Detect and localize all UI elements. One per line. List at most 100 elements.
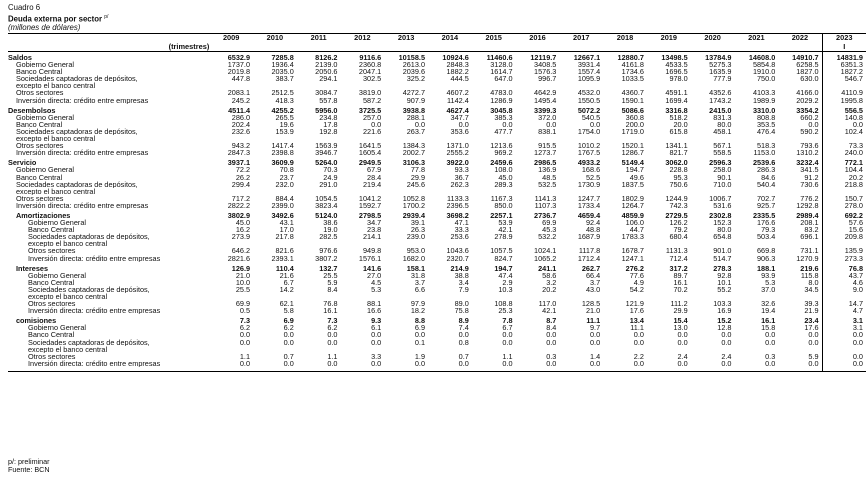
table-cell: 263.7 <box>406 127 426 136</box>
table-header: Cuadro 6 Deuda externa por sector p/ (mi… <box>8 3 108 32</box>
section-total-cell: 11.1 <box>586 317 601 325</box>
table-cell: 669.8 <box>757 247 776 255</box>
section-row: comisiones 7.3 6.9 7.3 9.3 8.8 8.9 7.8 8.7 11.1 13… <box>8 317 866 325</box>
table-cell <box>384 188 428 195</box>
table-cell: 1141.3 <box>534 194 557 202</box>
table-cell: 1605.4 <box>358 149 382 157</box>
section-total-cell: 2539.6 <box>752 159 776 167</box>
table-cell: 5.3 <box>371 285 382 293</box>
table-cell: 3128.0 <box>490 61 513 69</box>
table-cell <box>778 240 822 247</box>
section-total-cell: 2989.4 <box>796 211 819 220</box>
table-row: Inversión directa: crédito entre empresa… <box>8 307 866 315</box>
table-cell: 19.6 <box>279 120 294 128</box>
table-cell: 0.0 <box>502 120 513 128</box>
section-total-cell: 2986.5 <box>534 159 557 167</box>
section-total-cell: 12119.7 <box>530 54 557 62</box>
table-cell: 976.6 <box>319 247 338 255</box>
row-label: Banco Central <box>16 173 63 181</box>
table-cell: 458.1 <box>713 127 732 136</box>
table-cell: 1557.4 <box>577 68 601 76</box>
table-cell <box>253 188 297 195</box>
table-cell: 52.5 <box>585 173 601 181</box>
section-total-cell: 3106.3 <box>402 159 426 167</box>
table-cell: 750.6 <box>669 180 688 188</box>
table-cell: 45.0 <box>235 219 251 227</box>
table-cell: 3823.4 <box>315 201 338 209</box>
table-cell: 0.0 <box>546 120 557 128</box>
table-cell: 0.0 <box>589 359 601 367</box>
table-cell: 70.8 <box>279 166 294 174</box>
table-cell: 5.9 <box>808 352 819 360</box>
table-cell: 978.0 <box>669 75 688 83</box>
source-note: Fuente: BCN <box>8 465 50 475</box>
table-cell: 1052.8 <box>402 194 426 202</box>
table-cell: 93.9 <box>761 271 776 279</box>
table-row: Banco Central 10.0 6.7 5.9 4.5 3.7 3.4 2.9 3.2 3.… <box>8 278 866 286</box>
table-cell: 2399.0 <box>271 201 294 209</box>
table-cell <box>341 135 385 142</box>
table-cell: 6.9 <box>414 324 426 332</box>
table-cell <box>472 346 516 353</box>
section-total-cell: 3062.0 <box>665 159 688 167</box>
table-cell: 0.0 <box>821 331 866 339</box>
spacer-row <box>8 261 866 265</box>
table-cell: 26.2 <box>235 173 251 181</box>
table-cell: 45.0 <box>498 173 513 181</box>
table-row: Banco Central 2019.8 2035.0 2050.6 2047.1 203… <box>8 68 866 76</box>
row-label: Otros sectores <box>16 89 64 97</box>
table-cell: 4.9 <box>633 278 644 286</box>
table-cell: 906.3 <box>757 254 776 262</box>
section-total-cell: 7285.8 <box>271 54 294 62</box>
table-cell: 1310.2 <box>796 149 819 157</box>
table-cell: 103.3 <box>713 300 732 308</box>
row-label: Banco Central <box>16 120 63 128</box>
table-cell <box>428 293 472 300</box>
row-label: Inversión directa: crédito entre empresa… <box>28 254 161 262</box>
table-cell: 717.2 <box>231 194 251 202</box>
table-cell: 6258.5 <box>796 61 819 69</box>
quarter-header <box>603 42 647 52</box>
table-cell: 1.1 <box>502 352 513 360</box>
section-total-cell: 7.3 <box>239 317 251 325</box>
table-cell: 1.1 <box>239 352 251 360</box>
table-cell: 730.6 <box>800 180 819 188</box>
section-total-cell: 8.7 <box>546 317 557 325</box>
table-cell <box>472 293 516 300</box>
table-footer: p/: preliminar Fuente: BCN <box>8 457 50 475</box>
table-cell: 228.8 <box>669 166 688 174</box>
table-row: Banco Central 202.4 19.6 17.8 0.0 0.0 0.0 0.0 0.… <box>8 120 866 128</box>
table-cell: 3084.7 <box>315 89 338 97</box>
table-cell: 239.0 <box>406 233 426 241</box>
section-total-cell: 2335.5 <box>752 211 776 220</box>
table-cell: 286.0 <box>231 113 251 121</box>
row-label: Gobierno General <box>28 219 87 227</box>
table-cell <box>559 82 603 89</box>
table-cell: 4533.5 <box>665 61 688 69</box>
quarter-header <box>646 42 691 52</box>
rule-cell <box>340 366 385 372</box>
table-cell: 262.3 <box>450 180 469 188</box>
table-cell: 0.7 <box>283 352 294 360</box>
table-cell: 73.3 <box>821 142 866 150</box>
table-cell: 1682.0 <box>402 254 426 262</box>
row-label: Otros sectores <box>16 142 64 150</box>
section-total-cell: 3698.2 <box>446 211 469 220</box>
table-cell: 1614.7 <box>490 68 513 76</box>
table-row: Sociedades captadoras de depósitos, 299.4… <box>8 180 866 188</box>
table-cell: 102.4 <box>821 127 866 136</box>
table-cell <box>297 293 341 300</box>
table-cell: 15.8 <box>761 324 776 332</box>
section-total-cell: 3354.2 <box>796 106 819 114</box>
rule-cell <box>253 366 297 372</box>
row-label: Inversión directa: crédito entre empresa… <box>16 201 149 209</box>
table-cell <box>384 82 428 89</box>
table-cell: 83.2 <box>804 226 819 234</box>
table-cell: 996.7 <box>538 75 557 83</box>
table-cell: 1043.6 <box>446 247 469 255</box>
table-cell: 90.1 <box>717 173 732 181</box>
table-cell: 1737.0 <box>227 61 251 69</box>
table-cell: 1286.9 <box>490 96 513 104</box>
row-label: Banco Central <box>16 68 63 76</box>
rule-cell <box>428 366 472 372</box>
